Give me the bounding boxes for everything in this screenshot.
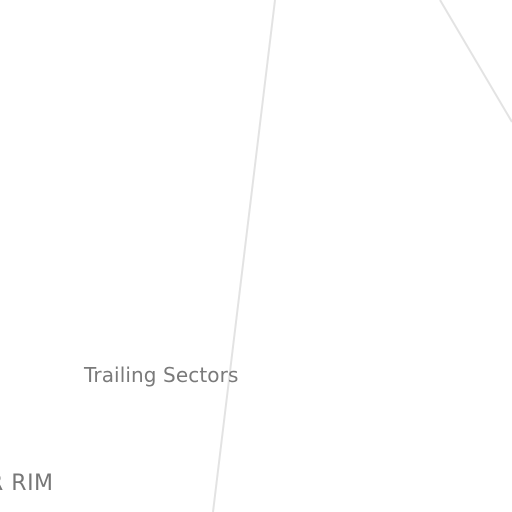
rim-region-label: R RIM (0, 471, 54, 496)
sector-boundary-line-left (212, 0, 276, 512)
sector-boundary-line-right (439, 0, 512, 123)
trailing-sectors-label: Trailing Sectors (84, 363, 239, 387)
